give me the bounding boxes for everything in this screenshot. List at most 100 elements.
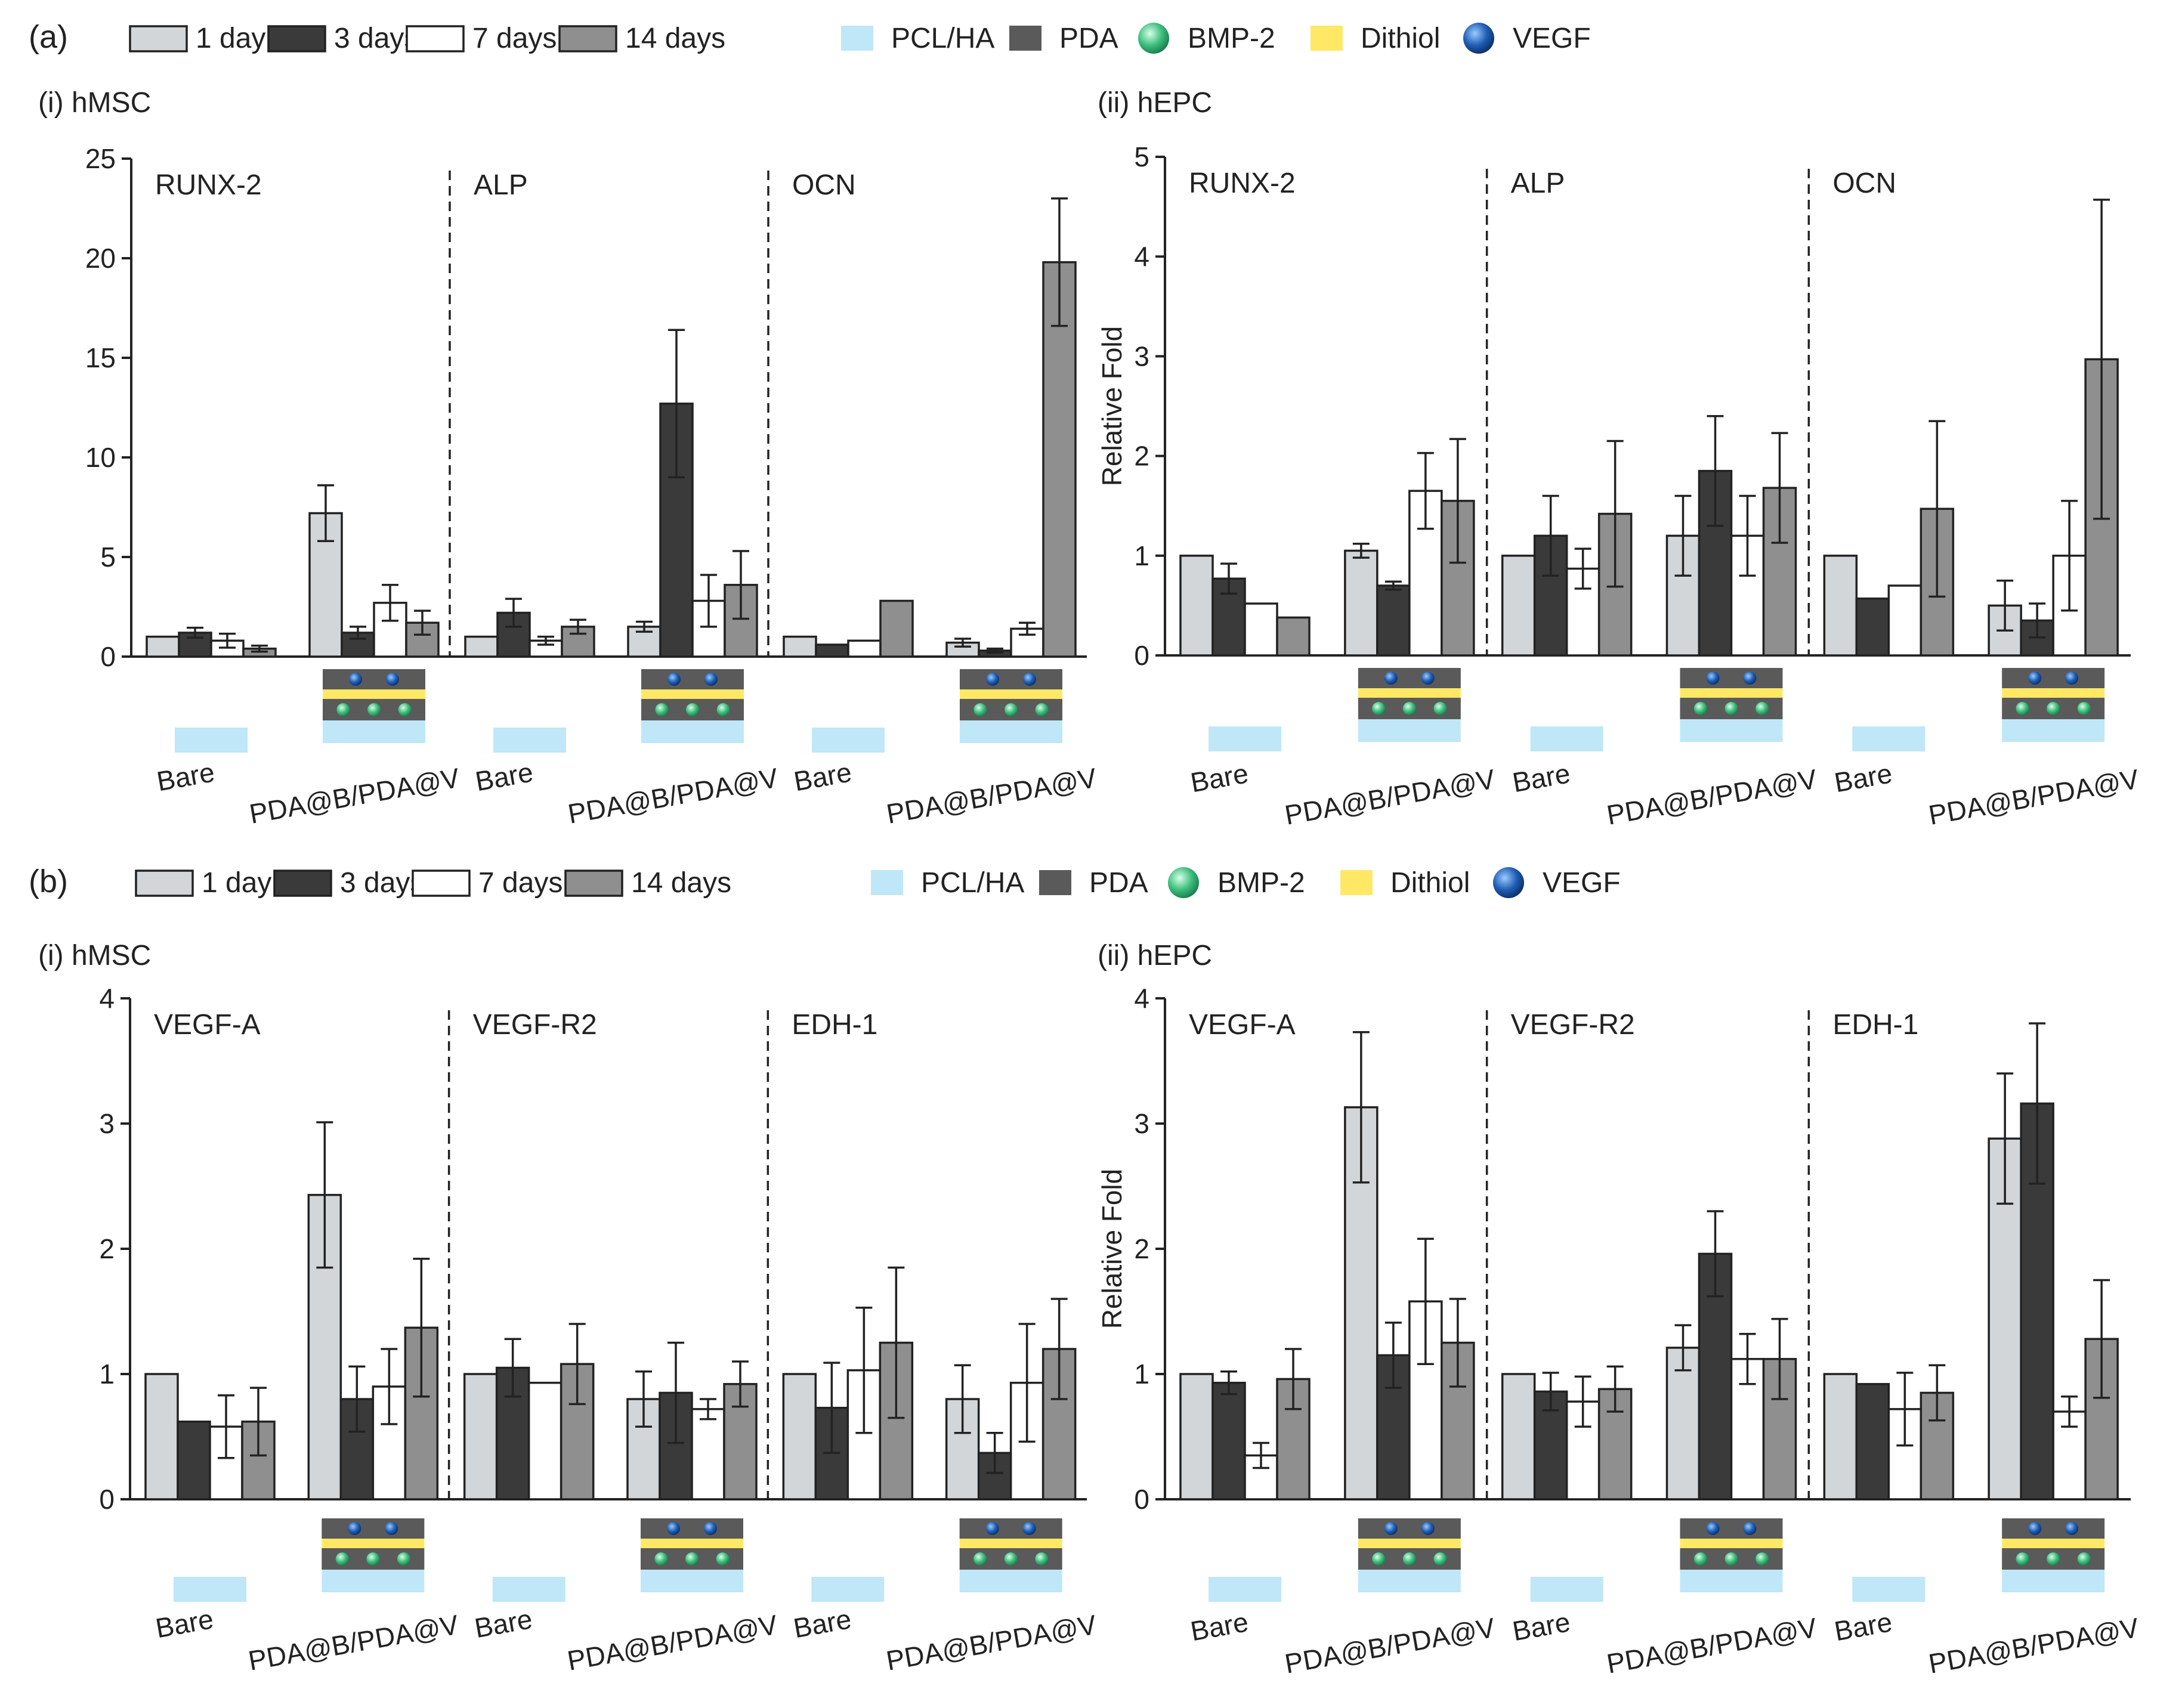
bar-group-bare: Bare [464,598,595,797]
error-bar [1050,1298,1068,1400]
section-vegf-r2: VEGF-R2 Bare PDA@B/PDA@V [1485,1009,1819,1679]
bare-pcl-ha-icon [492,1577,565,1602]
error-bar [888,1266,905,1419]
vegf-sphere-icon [1743,672,1757,685]
error-bar [348,1365,366,1433]
legend-a: (a) 1 day 3 days 7 days 14 days PCL/HA PDA BMP-… [29,19,1591,55]
bmp2-sphere-icon [1402,702,1416,715]
chart-title: (i) hMSC [38,87,151,119]
dithiol-swatch-icon [1311,26,1343,51]
pda-layer-icon [1358,1518,1461,1539]
y-tick-label: 2 [1134,1233,1149,1264]
legend-swatch-7-days [406,25,465,52]
bar-group-bare: Bare [1179,1348,1311,1647]
pda-b-pda-v-coating-icon [960,669,1062,743]
material-label-dithiol: Dithiol [1390,867,1470,899]
bmp2-sphere-icon [973,1552,987,1565]
material-label-bmp-2: BMP-2 [1188,23,1275,54]
pda-layer-icon [1358,668,1461,688]
error-bar [1707,414,1724,527]
bmp2-sphere-icon [1433,702,1447,715]
bmp2-sphere-icon [973,703,987,716]
bare-pcl-ha-icon [812,728,885,753]
chart-title: (ii) hEPC [1098,87,1212,119]
error-bar [732,1360,749,1408]
error-bar [1417,451,1434,530]
error-bar [1996,1072,2014,1205]
bmp2-sphere-icon [398,703,412,716]
bare-pcl-ha-icon [174,1577,246,1602]
y-tick-label: 10 [85,442,116,473]
group-label: PDA@B/PDA@V [884,762,1099,830]
legend-label-1-day: 1 day [202,867,271,899]
pda-layer-icon [2002,1518,2105,1539]
error-bar [1449,438,1466,564]
pda-layer-icon [2002,668,2105,688]
error-bar [855,1306,873,1434]
pda-layer-icon [641,669,744,689]
bar-3-days [815,643,849,658]
pda-layer-icon [1680,668,1783,688]
vegf-sphere-icon [2028,672,2042,685]
y-tick-label: 0 [99,1484,115,1515]
pda-swatch-icon [1009,26,1041,51]
bar-group-bare: Bare [782,1266,914,1644]
vegf-sphere-icon [1743,1522,1757,1535]
material-label-pda: PDA [1059,23,1118,54]
gene-label: ALP [1511,168,1565,199]
bar-1-day [1179,555,1214,657]
pcl-ha-layer-icon [641,1570,743,1592]
y-tick-label: 5 [100,542,116,573]
section-alp: ALP Bare PDA@B/PDA@V [449,169,781,830]
error-bar [1417,1237,1434,1365]
vegf-sphere-icon [1493,867,1524,898]
gene-label: VEGF-R2 [1511,1009,1635,1041]
error-bar [1542,494,1559,577]
error-bar [823,1362,840,1455]
y-axis-label: Relative Fold [1096,1169,1127,1329]
group-label: PDA@B/PDA@V [246,1609,461,1676]
legend-label-3-days: 3 days [334,23,418,54]
bar-3-days [1211,1381,1246,1500]
pcl-ha-swatch-icon [871,870,903,895]
dithiol-layer-icon [1358,1539,1461,1548]
bar-group-bare: Bare [463,1323,595,1644]
group-label: Bare [1188,757,1251,798]
error-bar [1606,440,1624,588]
gene-label: OCN [1832,168,1896,199]
pcl-ha-layer-icon [322,1570,425,1592]
bare-pcl-ha-icon [493,728,566,753]
vegf-sphere-icon [1384,1522,1398,1535]
error-bar [700,1398,716,1421]
error-bar [1574,1375,1591,1428]
error-bar [568,1323,586,1406]
error-bar [537,635,554,646]
bmp2-sphere-icon [1005,703,1018,716]
bmp2-sphere-icon [1724,1552,1738,1565]
bar-14-days [879,599,914,658]
bare-pcl-ha-icon [1209,1577,1281,1602]
vegf-sphere-icon [349,673,363,686]
y-axis-label: Relative Fold [1096,326,1127,486]
pcl-ha-layer-icon [960,720,1062,743]
error-bar [2093,199,2110,520]
vegf-sphere-icon [667,673,681,686]
error-bar [954,1364,971,1434]
error-bar [414,609,431,636]
bar-group-pda-b-pda-v: PDA@B/PDA@V [565,329,781,830]
bar-3-days [1376,584,1411,657]
gene-label: RUNX-2 [1189,168,1296,199]
pcl-ha-layer-icon [2002,719,2105,742]
gene-label: VEGF-A [1189,1009,1296,1041]
pda-layer-icon [960,669,1062,689]
bmp2-sphere-icon [397,1552,410,1565]
bare-pcl-ha-icon [1530,726,1603,751]
error-bar [187,626,203,639]
error-bar [1542,1372,1559,1412]
error-bar [1051,197,1068,327]
panel-label-a: (a) [29,19,68,55]
pda-b-pda-v-coating-icon [2002,1518,2105,1592]
bare-pcl-ha-icon [175,728,248,753]
error-bar [504,1338,521,1398]
y-tick-label: 0 [1134,1484,1149,1515]
